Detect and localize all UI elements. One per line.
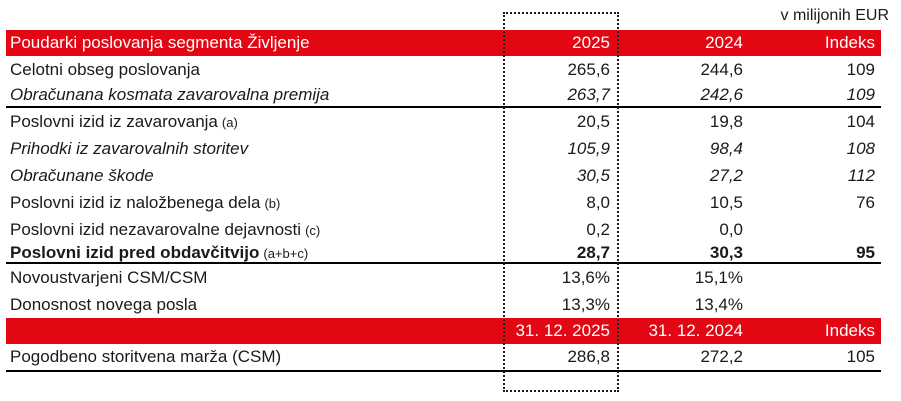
column-header-index: Indeks	[824, 33, 875, 52]
table-row-kosmata-premija: Obračunana kosmata zavarovalna premija 2…	[6, 83, 881, 108]
column-header-31-12-2025: 31. 12. 2025	[515, 321, 610, 340]
value-2024: 27,2	[709, 165, 743, 185]
value-index: 76	[856, 192, 875, 212]
value-31-12-2024: 272,2	[700, 347, 743, 366]
row-label-footnote: (a+b+c)	[263, 246, 309, 261]
value-2025: 0,2	[586, 219, 610, 239]
row-label-text: Celotni obseg poslovanja	[10, 59, 200, 79]
row-label-text: Obračunana kosmata zavarovalna premija	[10, 84, 330, 104]
row-label-text: Novoustvarjeni CSM/CSM	[10, 267, 208, 287]
value-2024: 10,5	[709, 192, 743, 212]
value-2024: 30,3	[709, 243, 743, 262]
row-label-footnote: (b)	[264, 195, 281, 211]
table-row-obracunane-skode: Obračunane škode 30,5 27,2 112	[6, 162, 881, 189]
value-2025: 263,7	[567, 84, 610, 104]
value-2024: 0,0	[719, 219, 743, 239]
row-label: Donosnost novega posla	[6, 295, 486, 315]
value-2025: 30,5	[576, 165, 610, 185]
value-2025: 105,9	[567, 138, 610, 158]
table-row-pogodbena-marza-csm: Pogodbeno storitvena marža (CSM) 286,8 2…	[6, 344, 881, 372]
table-title: Poudarki poslovanja segmenta Življenje	[10, 33, 310, 52]
column-header-31-12-2024: 31. 12. 2024	[648, 321, 743, 340]
value-31-12-2025: 286,8	[567, 347, 610, 366]
row-label-text: Poslovni izid iz zavarovanja	[10, 111, 218, 131]
value-2025: 8,0	[586, 192, 610, 212]
value-index: 112	[847, 165, 875, 185]
value-index: 105	[846, 347, 875, 366]
table-subheader-row-dates: 31. 12. 2025 31. 12. 2024 Indeks	[6, 318, 881, 344]
table-row-izid-zavarovanja: Poslovni izid iz zavarovanja (a) 20,5 19,…	[6, 108, 881, 135]
row-label-text: Donosnost novega posla	[10, 294, 198, 314]
row-label-text: Poslovni izid iz naložbenega dela	[10, 192, 261, 212]
unit-label: v milijonih EUR	[780, 7, 889, 24]
value-2024: 15,1%	[694, 267, 743, 287]
row-label-footnote: (a)	[221, 114, 238, 130]
column-header-index-2: Indeks	[824, 321, 875, 340]
row-label-text: Prihodki iz zavarovalnih storitev	[10, 138, 249, 158]
column-header-2025: 2025	[572, 33, 610, 52]
table-row-izid-pred-obdavcitvijo: Poslovni izid pred obdavčitvijo (a+b+c) 2…	[6, 243, 881, 264]
row-label: Obračunana kosmata zavarovalna premija	[6, 85, 486, 105]
table-header-row: Poudarki poslovanja segmenta Življenje 2…	[6, 30, 881, 56]
row-label-text: Poslovni izid nezavarovalne dejavnosti	[10, 219, 302, 239]
row-label-text: Poslovni izid pred obdavčitvijo	[10, 243, 260, 262]
row-label-footnote: (c)	[305, 222, 321, 238]
row-label: Prihodki iz zavarovalnih storitev	[6, 139, 486, 159]
table-row-novoustvarjeni-csm: Novoustvarjeni CSM/CSM 13,6% 15,1%	[6, 264, 881, 291]
row-label: Celotni obseg poslovanja	[6, 60, 486, 80]
value-2024: 244,6	[700, 59, 743, 79]
table-row-nezavarovalna-dejavnost: Poslovni izid nezavarovalne dejavnosti (c…	[6, 216, 881, 243]
value-2024: 242,6	[700, 84, 743, 104]
value-2025: 20,5	[576, 111, 610, 131]
row-label: Pogodbeno storitvena marža (CSM)	[6, 347, 486, 367]
value-2025: 13,3%	[561, 294, 610, 314]
row-label: Poslovni izid pred obdavčitvijo (a+b+c)	[6, 243, 486, 263]
row-label-text: Pogodbeno storitvena marža (CSM)	[10, 347, 282, 366]
column-header-2024: 2024	[705, 33, 743, 52]
row-label: Poslovni izid nezavarovalne dejavnosti (c…	[6, 220, 486, 240]
value-2025: 28,7	[576, 243, 610, 262]
value-index: 108	[846, 138, 875, 158]
value-index: 104	[846, 111, 875, 131]
value-index: 109	[846, 59, 875, 79]
value-index: 95	[856, 243, 875, 262]
value-index: 109	[846, 84, 875, 104]
value-2024: 13,4%	[694, 294, 743, 314]
row-label-text: Obračunane škode	[10, 165, 154, 185]
segment-highlights-table: Poudarki poslovanja segmenta Življenje 2…	[6, 30, 881, 372]
row-label: Obračunane škode	[6, 166, 486, 186]
value-2025: 13,6%	[561, 267, 610, 287]
table-row-donosnost-novega-posla: Donosnost novega posla 13,3% 13,4%	[6, 291, 881, 318]
table-row-celotni-obseg: Celotni obseg poslovanja 265,6 244,6 109	[6, 56, 881, 83]
table-row-prihodki-storitev: Prihodki iz zavarovalnih storitev 105,9 …	[6, 135, 881, 162]
row-label: Novoustvarjeni CSM/CSM	[6, 268, 486, 288]
row-label: Poslovni izid iz zavarovanja (a)	[6, 112, 486, 132]
row-label: Poslovni izid iz naložbenega dela (b)	[6, 193, 486, 213]
value-2025: 265,6	[567, 59, 610, 79]
value-2024: 98,4	[709, 138, 743, 158]
table-row-nalozbeno-delo: Poslovni izid iz naložbenega dela (b) 8,0…	[6, 189, 881, 216]
value-2024: 19,8	[709, 111, 743, 131]
